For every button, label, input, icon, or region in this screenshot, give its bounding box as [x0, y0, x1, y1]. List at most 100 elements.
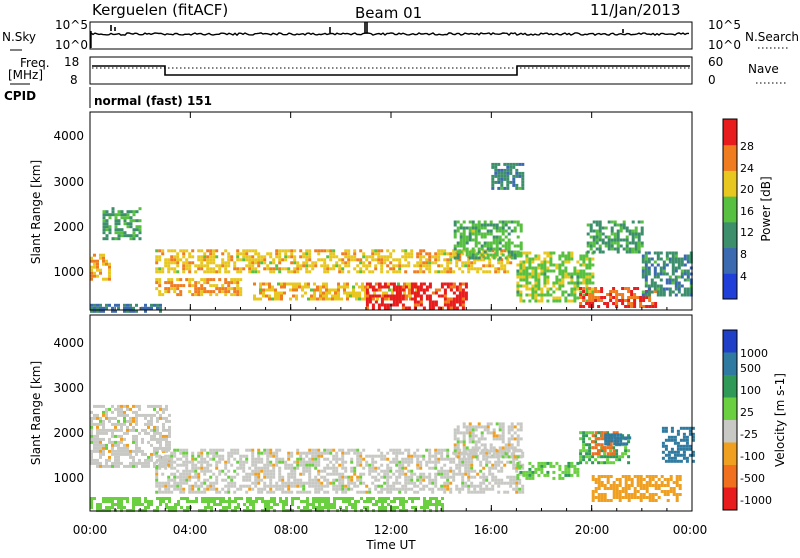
power-cell-96: [105, 219, 109, 223]
power-cell-1834: [627, 305, 631, 308]
power-cell-648: [389, 261, 393, 265]
velocity-cell-517: [206, 466, 210, 470]
velocity-cell-164: [123, 464, 126, 468]
velocity-cell-922: [338, 448, 342, 452]
velocity-cell-700: [269, 463, 273, 467]
velocity-cell-1799: [423, 506, 426, 509]
velocity-cell-825: [308, 466, 312, 470]
power-cell-32: [108, 268, 111, 272]
power-cell-782: [473, 261, 477, 265]
velocity-cell-2218: [619, 439, 623, 443]
power-cell-729: [443, 252, 447, 256]
power-cell-1596: [543, 272, 547, 276]
power-cell-583: [347, 255, 351, 259]
power-cell-1074: [383, 303, 387, 307]
velocity-cell-1835: [456, 446, 460, 450]
power-cell-1129: [413, 306, 417, 310]
power-cell-136: [123, 222, 127, 226]
velocity-cell-2164: [594, 446, 598, 450]
velocity-cell-1030: [377, 448, 381, 452]
power-cell-1118: [410, 285, 414, 289]
power-cell-716: [434, 261, 438, 265]
velocity-cell-131: [117, 446, 120, 450]
power-cell-1760: [591, 281, 595, 285]
power-cell-108: [111, 210, 115, 214]
power-cell-2100: [671, 278, 675, 282]
power-cell-1091: [395, 285, 399, 289]
velocity-cell-1532: [147, 506, 150, 509]
velocity-cell-2112: [603, 461, 607, 465]
power-cell-733: [446, 252, 450, 256]
power-cell-156: [132, 231, 136, 235]
power-cell-1572: [537, 272, 541, 276]
power-cell-1693: [573, 269, 577, 273]
velocity-cell-229: [141, 449, 144, 453]
velocity-cell-819: [305, 490, 309, 494]
velocity-cell-1954: [507, 440, 511, 444]
power-cell-18: [99, 253, 102, 257]
velocity-cell-1448: [515, 487, 519, 491]
velocity-cell-435: [182, 469, 186, 473]
power-cell-372: [212, 252, 216, 256]
velocity-cell-959: [347, 487, 351, 491]
power-cell-23: [102, 256, 105, 260]
power-cb-tick-24: 24: [740, 162, 754, 175]
velocity-cell-55: [99, 455, 102, 459]
power-cell-2083: [668, 251, 672, 255]
power-cell-45: [99, 303, 102, 307]
power-cell-1707: [576, 281, 580, 285]
power-cell-58: [117, 306, 120, 310]
power-cell-2155: [689, 266, 693, 270]
velocity-cell-28: [96, 413, 99, 417]
power-cell-1000: [385, 291, 388, 295]
power-cell-80: [156, 303, 159, 307]
power-cell-144: [126, 234, 130, 238]
power-cell-534: [314, 249, 318, 253]
power-cell-1704: [576, 272, 580, 276]
velocity-cell-1192: [431, 460, 435, 464]
power-cell-425: [248, 249, 252, 253]
power-cell-1359: [498, 235, 502, 239]
velocity-cell-2012: [537, 467, 541, 471]
power-cell-1944: [616, 247, 620, 251]
velocity-cell-677: [263, 466, 267, 470]
power-ytick-1000: 1000: [53, 265, 84, 279]
velocity-cell-1978: [516, 440, 520, 444]
velocity-cell-2024: [549, 461, 553, 465]
power-cell-1734: [585, 266, 589, 270]
power-cell-1902: [598, 235, 602, 239]
power-cell-1185: [446, 306, 450, 310]
velocity-cell-2417: [670, 438, 674, 442]
velocity-cell-65: [102, 431, 105, 435]
velocity-cell-582: [230, 454, 234, 458]
power-cell-704: [428, 252, 432, 256]
velocity-cell-635: [251, 454, 255, 458]
velocity-cell-1750: [375, 500, 378, 503]
power-cell-1349: [495, 235, 499, 239]
power-cell-229: [206, 281, 210, 285]
power-cell-1810: [612, 290, 616, 293]
power-cell-742: [449, 261, 453, 265]
velocity-cell-2068: [582, 449, 586, 453]
velocity-cell-1797: [423, 500, 426, 503]
power-cb-tick-4: 4: [740, 270, 747, 283]
velocity-cell-2091: [594, 434, 598, 438]
velocity-cell-1245: [446, 481, 450, 485]
velocity-cell-2154: [627, 449, 631, 453]
velocity-cell-2018: [543, 461, 547, 465]
power-cell-800: [485, 264, 489, 268]
power-cell-291: [164, 261, 168, 265]
velocity-cell-2200: [604, 442, 608, 446]
power-cell-1811: [612, 296, 616, 299]
xtick-0000: 00:00: [73, 523, 108, 537]
velocity-cell-645: [254, 463, 258, 467]
power-cell-1173: [443, 282, 447, 286]
velocity-cell-2429: [676, 429, 680, 433]
velocity-cell-1900: [483, 443, 487, 447]
velocity-cell-2236: [597, 475, 601, 478]
power-cell-1324: [486, 232, 490, 236]
power-cell-1954: [622, 238, 626, 242]
power-cell-1095: [395, 297, 399, 301]
velocity-cell-2259: [606, 487, 610, 490]
power-cell-151: [129, 237, 133, 241]
